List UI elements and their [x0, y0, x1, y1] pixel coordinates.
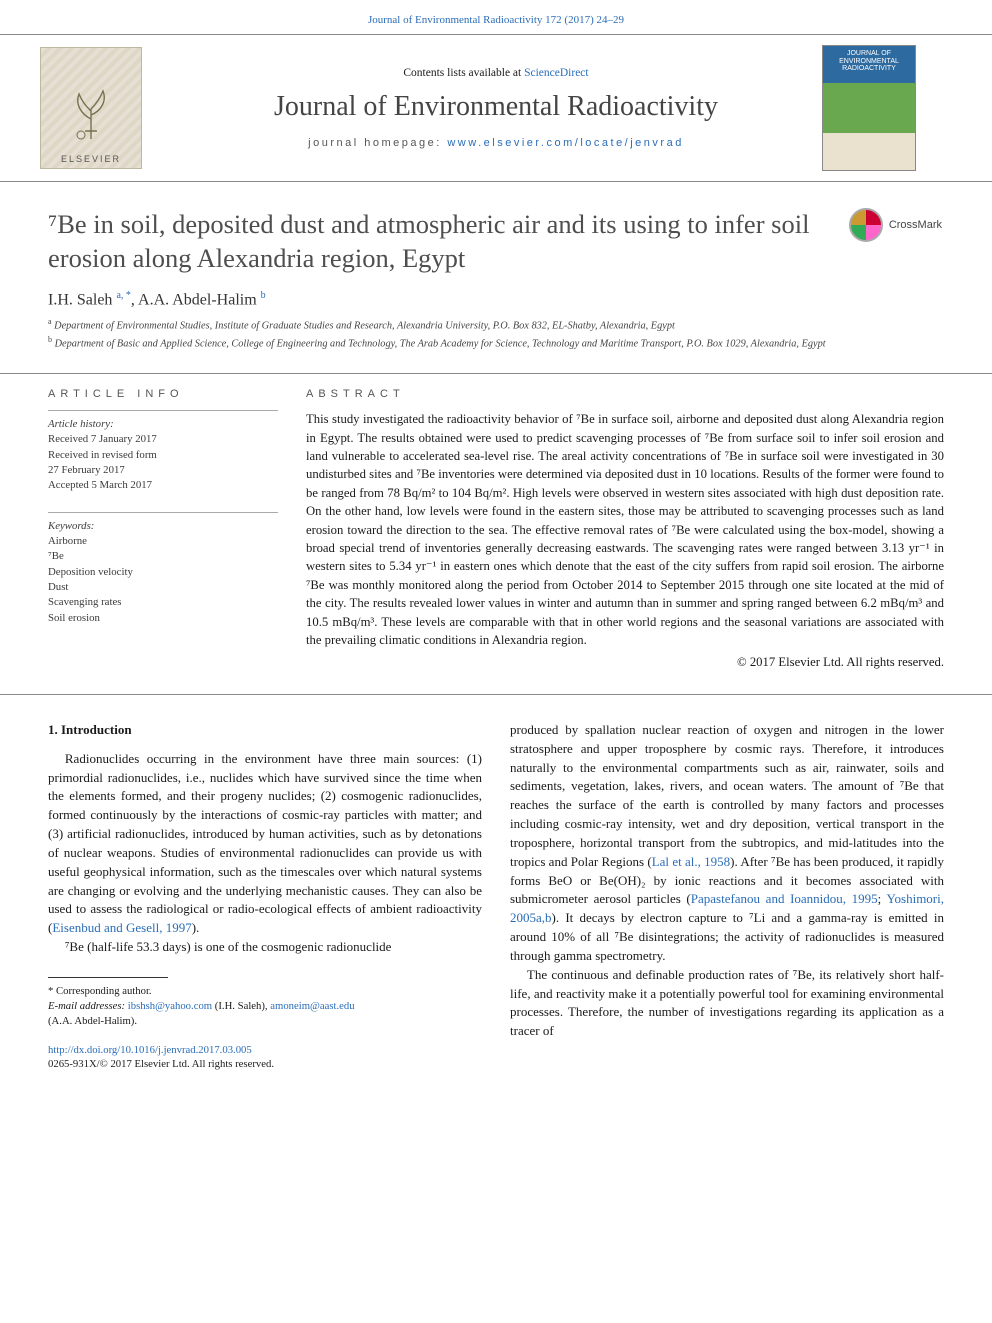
doi-block: http://dx.doi.org/10.1016/j.jenvrad.2017… — [48, 1043, 482, 1072]
article-info-col: ARTICLE INFO Article history: Received 7… — [48, 388, 278, 694]
email-link[interactable]: amoneim@aast.edu — [270, 1000, 354, 1012]
affil-link-b[interactable]: b — [261, 290, 266, 301]
corresponding-author-note: * Corresponding author. E-mail addresses… — [48, 984, 482, 1029]
crossmark-badge[interactable]: CrossMark — [849, 208, 942, 242]
body-paragraph: Radionuclides occurring in the environme… — [48, 750, 482, 938]
publisher-name: ELSEVIER — [61, 154, 121, 164]
email-link[interactable]: ibshsh@yahoo.com — [128, 1000, 212, 1012]
body-paragraph: ⁷Be (half-life 53.3 days) is one of the … — [48, 938, 482, 957]
journal-citation: Journal of Environmental Radioactivity 1… — [0, 0, 992, 34]
footnote-separator — [48, 977, 168, 978]
journal-homepage-link[interactable]: www.elsevier.com/locate/jenvrad — [447, 137, 683, 149]
section-heading: 1. Introduction — [48, 721, 482, 740]
reference-link[interactable]: Papastefanou and Ioannidou, 1995 — [691, 891, 878, 906]
sciencedirect-link[interactable]: ScienceDirect — [524, 67, 589, 79]
body-paragraph: The continuous and definable production … — [510, 966, 944, 1041]
abstract-header: ABSTRACT — [306, 388, 944, 400]
keyword: Scavenging rates — [48, 596, 121, 608]
journal-citation-link[interactable]: Journal of Environmental Radioactivity 1… — [368, 14, 624, 26]
contents-line: Contents lists available at ScienceDirec… — [182, 67, 810, 79]
affiliation-b: b Department of Basic and Applied Scienc… — [48, 335, 944, 351]
article-title: ⁷Be in soil, deposited dust and atmosphe… — [48, 208, 824, 276]
journal-name: Journal of Environmental Radioactivity — [182, 91, 810, 123]
elsevier-tree-icon — [61, 69, 121, 147]
article-history: Article history: Received 7 January 2017… — [48, 410, 278, 494]
journal-cover-thumb: JOURNAL OF ENVIRONMENTAL RADIOACTIVITY — [822, 45, 916, 171]
keyword: ⁷Be — [48, 550, 64, 562]
abstract-copyright: © 2017 Elsevier Ltd. All rights reserved… — [306, 653, 944, 671]
reference-link[interactable]: Lal et al., 1958 — [652, 854, 730, 869]
abstract-col: ABSTRACT This study investigated the rad… — [306, 388, 944, 694]
body-paragraph: produced by spallation nuclear reaction … — [510, 721, 944, 966]
doi-link[interactable]: http://dx.doi.org/10.1016/j.jenvrad.2017… — [48, 1044, 252, 1056]
title-block: CrossMark ⁷Be in soil, deposited dust an… — [0, 182, 992, 374]
info-abstract-row: ARTICLE INFO Article history: Received 7… — [0, 374, 992, 695]
affiliation-a: a Department of Environmental Studies, I… — [48, 317, 944, 333]
keyword: Airborne — [48, 535, 87, 547]
journal-band: ELSEVIER Contents lists available at Sci… — [0, 34, 992, 182]
keyword: Deposition velocity — [48, 566, 133, 578]
keywords-block: Keywords: Airborne ⁷Be Deposition veloci… — [48, 512, 278, 626]
keyword: Dust — [48, 581, 68, 593]
keyword: Soil erosion — [48, 612, 100, 624]
article-body: 1. Introduction Radionuclides occurring … — [0, 695, 992, 1072]
article-info-header: ARTICLE INFO — [48, 388, 278, 400]
publisher-logo: ELSEVIER — [40, 47, 142, 169]
abstract-text: This study investigated the radioactivit… — [306, 410, 944, 694]
reference-link[interactable]: Eisenbud and Gesell, 1997 — [52, 920, 191, 935]
affil-link-a[interactable]: a — [116, 290, 120, 301]
author-list: I.H. Saleh a, *, A.A. Abdel-Halim b — [48, 290, 944, 309]
journal-homepage: journal homepage: www.elsevier.com/locat… — [182, 137, 810, 149]
crossmark-icon — [849, 208, 883, 242]
